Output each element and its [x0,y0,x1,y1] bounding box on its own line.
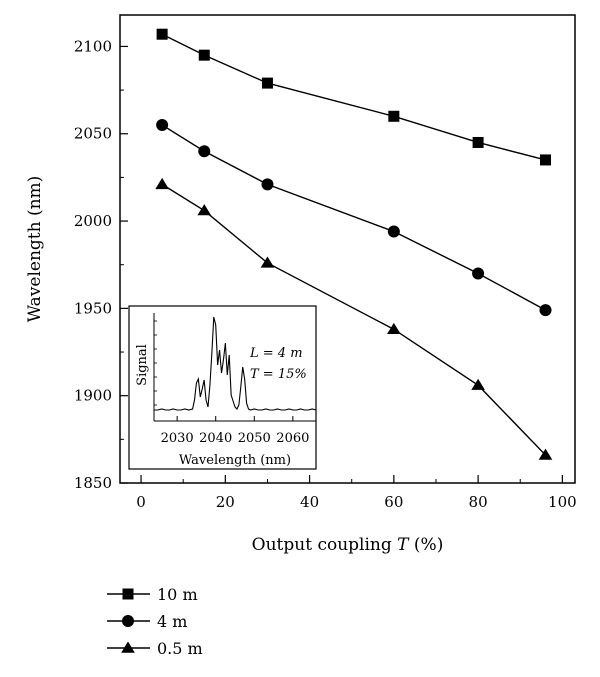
data-point-square [388,110,400,122]
x-axis-label-text: Output coupling [252,535,392,555]
plot-area: 0 20 40 60 80 100185019001950200020502100Outp… [25,14,577,555]
legend-label-2: 0.5 m [157,639,203,658]
inset-x-tick-label: 2060 [276,431,309,446]
data-point-circle [122,615,134,627]
x-axis-label-unit: (%) [414,535,443,555]
x-tick-label: 100 [548,493,577,511]
data-point-square [156,28,168,40]
inset-spectrum-line [154,316,317,411]
plot-frame [119,14,576,484]
data-point-circle [472,267,485,280]
inset-annotation-coupling: T = 15% [250,367,307,382]
data-point-triangle [197,204,212,216]
y-tick-label: 2050 [74,125,112,143]
y-tick-label: 1900 [74,387,112,405]
series-line-0 [161,33,546,161]
data-point-circle [156,119,169,132]
data-point-square [198,49,210,61]
series-line-1 [161,124,546,311]
data-point-triangle [260,256,275,268]
data-point-square [472,136,484,148]
x-tick-label: 60 [384,493,403,511]
inset-box [128,305,317,470]
y-tick-label: 1950 [74,299,112,317]
inset-plot: 2030 2040 2050 2060 Wavelength (nm) Signal L =… [128,305,317,470]
x-tick-label: 20 [216,493,235,511]
data-point-square [122,588,134,600]
data-point-square [261,77,273,89]
y-tick-label: 1850 [74,474,112,492]
x-tick-label: 0 [136,493,146,511]
legend: 10 m 4 m 0.5 m [107,585,203,658]
data-point-square [540,154,552,166]
data-point-circle [261,178,274,191]
inset-x-tick-label: 2040 [199,431,232,446]
y-tick-label: 2100 [74,37,112,55]
data-point-circle [387,225,400,238]
legend-label-1: 4 m [157,612,187,631]
inset-x-tick-label: 2030 [161,431,194,446]
data-point-triangle [387,322,401,335]
x-tick-label: 80 [469,493,488,511]
data-point-triangle [471,378,485,390]
y-axis-label: Wavelength (nm) [25,176,45,323]
x-axis-label: Output coupling T (%) [252,535,444,555]
y-tick-label: 2000 [74,212,112,230]
inset-annotation-length: L = 4 m [249,346,303,361]
legend-label-0: 10 m [157,585,198,604]
x-tick-label: 40 [300,493,319,511]
series-line-2 [161,183,547,456]
data-point-triangle [155,177,169,190]
data-point-triangle [538,448,553,460]
data-point-triangle [121,641,135,653]
x-axis-label-var: T [397,535,410,555]
inset-x-tick-label: 2050 [238,431,271,446]
inset-x-axis-label: Wavelength (nm) [179,453,291,468]
inset-y-axis-label: Signal [135,344,150,386]
data-point-circle [198,145,211,158]
data-point-circle [539,304,552,317]
